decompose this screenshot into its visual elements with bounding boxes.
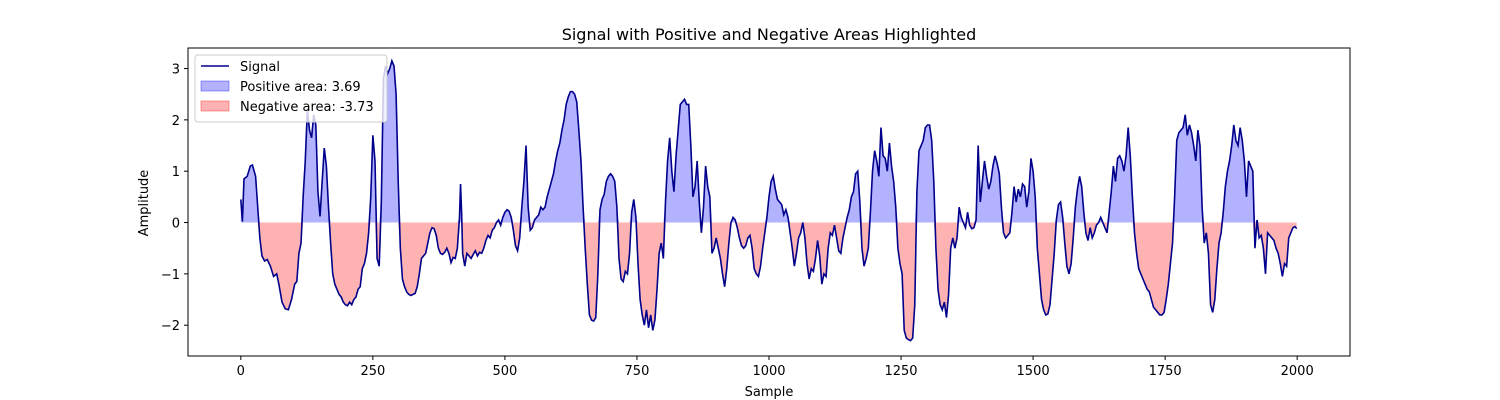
legend-positive-label: Positive area: 3.69: [240, 80, 361, 95]
legend-negative-swatch: [200, 100, 230, 112]
legend-positive-swatch: [200, 80, 230, 92]
y-tick-label: 2: [172, 114, 180, 129]
x-tick-label: 2000: [1281, 364, 1314, 379]
x-tick-label: 500: [492, 364, 517, 379]
negative-area-fill: [240, 222, 1297, 341]
positive-area-fill: [240, 60, 1297, 223]
signal-line: [240, 58, 1298, 342]
x-tick-label: 1250: [884, 364, 917, 379]
y-tick-label: −2: [161, 319, 180, 334]
y-tick-label: −1: [161, 268, 180, 283]
x-tick-label: 250: [360, 364, 385, 379]
legend-box: [194, 54, 388, 123]
y-tick-label: 0: [172, 217, 180, 232]
y-tick-label: 1: [172, 165, 180, 180]
legend-negative-label: Negative area: -3.73: [240, 100, 374, 115]
x-tick-label: 1500: [1017, 364, 1050, 379]
legend-signal-label: Signal: [240, 60, 280, 75]
plot-area: [240, 58, 1298, 342]
chart-title: Signal with Positive and Negative Areas …: [562, 25, 977, 44]
x-axis-ticks: 0 250 500 750 1000 1250 1500 1750 2000: [237, 356, 1314, 379]
x-axis-label: Sample: [745, 385, 794, 400]
legend: Signal Positive area: 3.69 Negative area…: [194, 54, 388, 123]
y-axis-label: Amplitude: [137, 170, 152, 237]
x-tick-label: 1750: [1149, 364, 1182, 379]
y-axis-ticks: −2 −1 0 1 2 3: [161, 63, 188, 334]
x-tick-label: 750: [625, 364, 650, 379]
x-tick-label: 1000: [752, 364, 785, 379]
x-tick-label: 0: [237, 364, 245, 379]
y-tick-label: 3: [172, 63, 180, 78]
